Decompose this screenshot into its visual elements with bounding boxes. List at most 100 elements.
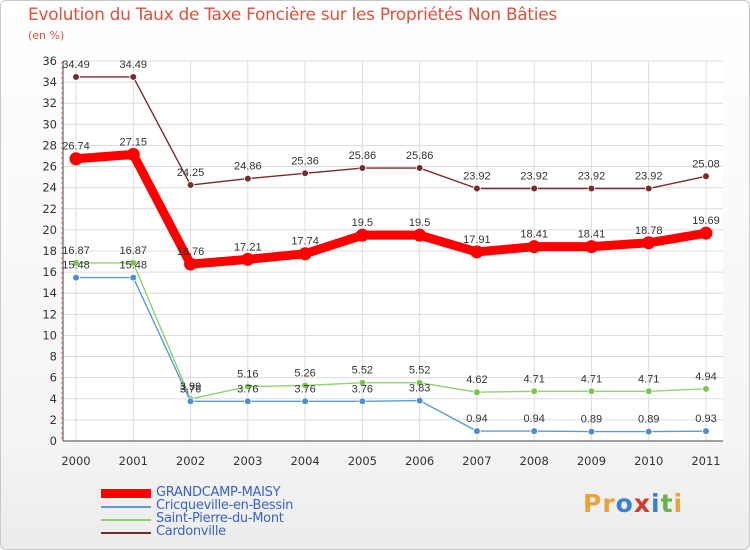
data-point	[358, 378, 367, 387]
legend-label: GRANDCAMP-MAISY	[156, 485, 281, 500]
y-tick-label: 34	[42, 75, 57, 89]
logo-letter: i	[651, 489, 661, 518]
y-tick-label: 12	[42, 307, 57, 321]
legend-swatch	[101, 519, 151, 521]
data-point	[301, 381, 309, 390]
data-point	[129, 259, 138, 267]
series-line-grandcamp-maisy	[71, 149, 711, 269]
data-label: 0.94	[523, 413, 544, 425]
data-label: 17.91	[463, 234, 491, 246]
data-point	[244, 174, 252, 183]
y-tick-label: 8	[50, 350, 57, 364]
y-tick-label: 32	[42, 96, 57, 110]
data-label: 19.69	[692, 215, 720, 227]
x-tick-label: 2007	[462, 454, 491, 468]
data-point	[72, 73, 80, 81]
data-point	[587, 427, 596, 436]
legend-swatch	[101, 532, 151, 534]
y-tick-label: 16	[42, 265, 57, 279]
x-tick-label: 2003	[233, 454, 262, 468]
data-label: 4.71	[523, 373, 544, 385]
y-tick-label: 0	[50, 434, 57, 448]
proxiti-logo: Proxiti	[583, 489, 683, 518]
data-label: 3.83	[409, 383, 430, 395]
x-tick-label: 2011	[691, 454, 720, 468]
y-tick-label: 20	[42, 223, 57, 237]
data-label: 27.15	[120, 136, 148, 148]
data-label: 15.48	[62, 260, 90, 272]
chart-title: Evolution du Taux de Taxe Foncière sur l…	[28, 5, 557, 25]
data-label: 23.92	[635, 171, 663, 183]
x-tick-label: 2004	[290, 454, 319, 468]
data-point	[72, 259, 80, 267]
x-tick-label: 2009	[577, 454, 606, 468]
x-tick-label: 2000	[61, 454, 90, 468]
data-point	[244, 382, 252, 391]
data-label: 16.76	[177, 246, 205, 258]
data-label: 17.74	[291, 236, 319, 248]
data-point	[301, 169, 309, 178]
data-label: 5.52	[352, 365, 373, 377]
data-label: 0.89	[638, 414, 659, 426]
x-tick-label: 2006	[405, 454, 434, 468]
data-point	[129, 73, 138, 81]
data-label: 19.5	[352, 217, 373, 229]
data-point	[587, 184, 596, 193]
x-tick-label: 2001	[119, 454, 148, 468]
logo-letter: x	[633, 489, 651, 518]
y-tick-label: 6	[50, 371, 57, 385]
data-label: 23.92	[520, 171, 548, 183]
logo-letter: P	[583, 489, 603, 518]
legend-label: Saint-Pierre-du-Mont	[156, 511, 284, 526]
data-label: 18.41	[520, 229, 548, 241]
y-tick-label: 24	[42, 181, 57, 195]
data-point	[530, 427, 538, 435]
data-label: 3.99	[180, 381, 201, 393]
data-point	[473, 388, 481, 397]
data-point	[530, 387, 538, 396]
series-line-cardonville	[75, 76, 707, 190]
unit-label: (en %)	[28, 29, 65, 42]
logo-letter: t	[660, 489, 674, 518]
data-point	[527, 240, 541, 254]
data-point	[126, 147, 140, 161]
y-tick-label: 4	[50, 392, 57, 406]
legend-swatch	[101, 489, 151, 498]
data-point	[358, 397, 367, 406]
data-label: 4.94	[695, 371, 716, 383]
data-label: 5.16	[237, 369, 258, 381]
y-tick-label: 14	[42, 286, 57, 300]
data-label: 4.71	[638, 373, 659, 385]
data-point	[415, 378, 424, 387]
data-point	[702, 385, 710, 393]
logo-letter: o	[615, 489, 634, 518]
data-label: 4.62	[466, 374, 487, 386]
data-label: 23.92	[578, 171, 606, 183]
series-line-saint-pierre-du-mont	[75, 262, 707, 400]
data-label: 4.71	[581, 373, 602, 385]
data-point	[584, 240, 598, 254]
data-point	[415, 164, 424, 172]
logo-letter: i	[673, 489, 684, 518]
data-label: 3.76	[237, 383, 258, 395]
data-point	[298, 247, 312, 261]
y-tick-label: 18	[42, 244, 57, 258]
data-label: 0.89	[581, 414, 602, 426]
logo-letter: r	[602, 489, 616, 518]
data-label: 26.74	[62, 141, 90, 153]
data-point	[413, 228, 427, 242]
data-label: 3.76	[180, 383, 201, 395]
x-tick-label: 2005	[348, 454, 377, 468]
data-point	[415, 396, 424, 405]
legend-swatch	[101, 506, 151, 508]
data-label: 3.76	[294, 383, 315, 395]
data-point	[186, 397, 195, 406]
y-tick-label: 36	[42, 54, 57, 68]
data-point	[72, 273, 80, 282]
data-label: 25.08	[692, 158, 720, 170]
data-label: 18.78	[635, 225, 663, 237]
data-label: 16.87	[62, 245, 90, 257]
data-point	[530, 184, 538, 193]
data-point	[473, 184, 481, 193]
